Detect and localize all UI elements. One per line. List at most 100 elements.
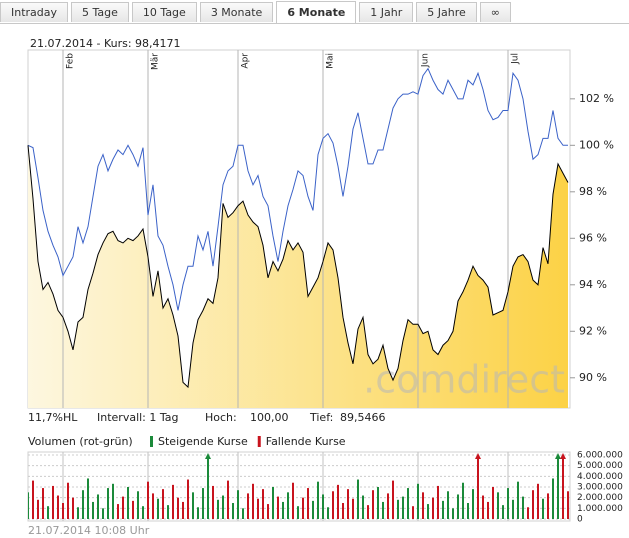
volume-tick-label: 2.000.000 (577, 493, 623, 503)
volume-bar (147, 481, 149, 519)
tab[interactable]: 1 Jahr (359, 2, 414, 22)
volume-bar (462, 482, 464, 519)
volume-tick-label: 1.000.000 (577, 504, 623, 514)
volume-bar (67, 482, 69, 519)
volume-bar (237, 490, 239, 519)
stat-high: 100,00 (250, 411, 289, 424)
volume-bar (187, 479, 189, 519)
tab[interactable]: Intraday (0, 2, 69, 22)
volume-bar (337, 484, 339, 519)
x-tick-label: Mär (151, 53, 161, 70)
volume-bar (302, 497, 304, 519)
x-tick-label: Jun (421, 53, 431, 68)
volume-bar (517, 481, 519, 519)
overflow-arrow (475, 453, 481, 459)
volume-bar (267, 504, 269, 519)
volume-bar (232, 503, 234, 519)
volume-bar (62, 503, 64, 519)
volume-bar (387, 493, 389, 519)
tab[interactable]: 10 Tage (131, 2, 197, 22)
legend-swatch (150, 436, 153, 447)
volume-bar (547, 493, 549, 519)
y-tick-label: 100 % (579, 138, 614, 151)
volume-bar (242, 508, 244, 519)
volume-bar (82, 490, 84, 519)
volume-bar (167, 505, 169, 519)
tab[interactable]: 5 Jahre (416, 2, 477, 22)
footer: 21.07.2014 10:08 Uhr (28, 524, 150, 537)
volume-bar (377, 487, 379, 519)
volume-bar (487, 501, 489, 519)
y-tick-label: 96 % (579, 231, 607, 244)
volume-bar (417, 483, 419, 519)
volume-bar (312, 500, 314, 519)
volume-bar (557, 455, 559, 519)
volume-bar (227, 480, 229, 519)
volume-bar (332, 491, 334, 519)
volume-bar (102, 508, 104, 519)
volume-bar (252, 483, 254, 519)
volume-bar (172, 484, 174, 519)
volume-bar (257, 498, 259, 519)
tab[interactable]: 5 Tage (71, 2, 129, 22)
volume-bar (107, 488, 109, 519)
volume-bar (72, 497, 74, 519)
volume-bar (362, 495, 364, 519)
volume-bar (152, 493, 154, 519)
volume-bar (537, 483, 539, 519)
volume-bar (427, 504, 429, 519)
volume-bar (272, 487, 274, 519)
volume-bar (28, 492, 29, 519)
volume-bar (532, 490, 534, 519)
volume-bar (57, 495, 59, 519)
volume-bar (292, 482, 294, 519)
volume-bar (507, 488, 509, 519)
volume-bar (352, 498, 354, 519)
volume-bar (392, 480, 394, 519)
price-line (27, 145, 569, 389)
volume-bar (317, 481, 319, 519)
overflow-arrow (560, 453, 566, 459)
volume-bars (28, 455, 569, 519)
tab[interactable]: 6 Monate (276, 1, 357, 23)
volume-bar (112, 483, 114, 519)
volume-bar (322, 494, 324, 519)
legend-label: Steigende Kurse (158, 435, 248, 448)
volume-bar (477, 455, 479, 519)
tab[interactable]: 3 Monate (199, 2, 274, 22)
stat-low-label: Tief: (309, 411, 333, 424)
stat-range: 11,7%HL (28, 411, 78, 424)
volume-tick-label: 5.000.000 (577, 461, 623, 471)
y-tick-label: 94 % (579, 278, 607, 291)
volume-bar (192, 492, 194, 519)
volume-bar (552, 478, 554, 519)
y-tick-label: 90 % (579, 371, 607, 384)
tab[interactable]: ∞ (479, 2, 511, 22)
volume-bar (562, 455, 564, 519)
legend-label: Fallende Kurse (266, 435, 346, 448)
volume-bar (367, 505, 369, 519)
volume-bar (412, 506, 414, 519)
y-tick-label: 102 % (579, 92, 614, 105)
x-tick-label: Jul (511, 53, 521, 65)
volume-bar (542, 498, 544, 519)
volume-bar (327, 507, 329, 519)
volume-bar (397, 499, 399, 519)
volume-bar (442, 500, 444, 519)
volume-bar (142, 506, 144, 519)
volume-bar (122, 496, 124, 519)
volume-bar (32, 480, 34, 519)
volume-bar (457, 494, 459, 519)
volume-bar (247, 493, 249, 519)
volume-bar (127, 487, 129, 519)
volume-bar (447, 491, 449, 519)
volume-bar (277, 496, 279, 519)
overflow-arrow (555, 453, 561, 459)
area-fill (28, 145, 568, 408)
volume-bar (177, 497, 179, 519)
volume-tick-label: 6.000.000 (577, 451, 623, 461)
volume-bar (467, 503, 469, 519)
volume-bar (287, 492, 289, 519)
